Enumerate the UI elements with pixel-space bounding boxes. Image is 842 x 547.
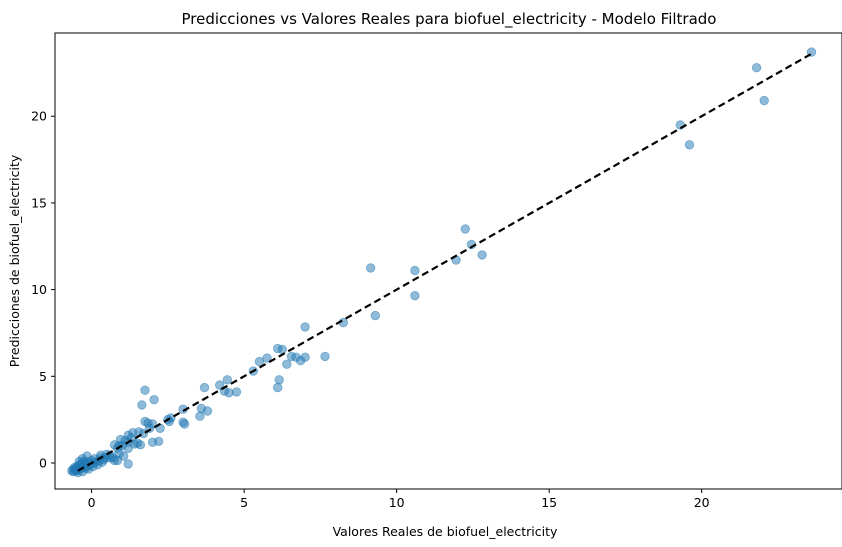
y-tick-label: 20 (31, 109, 47, 124)
data-point (262, 353, 272, 363)
data-point (286, 351, 297, 362)
data-point (295, 356, 306, 366)
data-point (410, 265, 420, 276)
data-point (277, 344, 288, 355)
x-tick-label: 10 (389, 495, 405, 510)
data-point (140, 385, 150, 395)
data-point (138, 428, 149, 439)
data-point (274, 375, 284, 385)
data-point (179, 419, 190, 429)
data-point (135, 440, 146, 450)
data-point (195, 411, 205, 421)
data-point (751, 62, 762, 73)
data-point (320, 351, 330, 362)
data-point (123, 459, 133, 469)
data-point (684, 140, 695, 150)
data-point (222, 375, 233, 385)
reference-line (77, 52, 813, 472)
y-tick-label: 10 (31, 282, 47, 297)
data-point (147, 437, 158, 447)
x-tick-label: 0 (88, 495, 96, 510)
data-point (370, 310, 381, 321)
data-point (282, 359, 292, 369)
reference-line-layer (77, 52, 813, 472)
data-point (410, 291, 420, 301)
data-point (149, 395, 159, 405)
data-point (477, 250, 487, 260)
x-axis-label: Valores Reales de biofuel_electricity (333, 524, 558, 539)
y-axis-label: Predicciones de biofuel_electricity (7, 154, 22, 367)
data-point (300, 322, 310, 332)
data-point (254, 356, 265, 367)
data-point (759, 95, 769, 106)
y-tick-label: 15 (31, 195, 47, 210)
data-point (74, 456, 85, 467)
data-point (231, 387, 242, 397)
data-point (202, 406, 213, 416)
x-axis: 0 5 10 15 20 (88, 489, 710, 510)
data-point (137, 400, 147, 410)
x-tick-label: 15 (541, 495, 557, 510)
y-tick-label: 0 (39, 455, 47, 470)
plot-frame (54, 32, 842, 490)
data-point (366, 263, 376, 273)
chart-title: Predicciones vs Valores Reales para biof… (182, 10, 717, 29)
y-tick-label: 5 (39, 369, 47, 384)
y-axis: 0 5 10 15 20 (31, 109, 55, 470)
x-tick-label: 5 (240, 495, 248, 510)
points-layer (67, 47, 817, 478)
x-tick-label: 20 (694, 495, 710, 510)
data-point (460, 224, 471, 234)
data-point (273, 382, 283, 393)
data-point (199, 382, 210, 393)
